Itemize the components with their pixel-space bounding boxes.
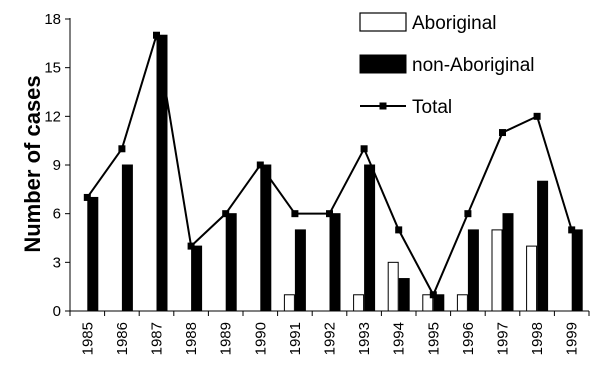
x-tick-label: 1992 bbox=[322, 322, 339, 355]
total-point bbox=[464, 210, 472, 218]
bar-non-aboriginal bbox=[398, 278, 410, 312]
bar-non-aboriginal bbox=[537, 180, 549, 312]
bar-aboriginal bbox=[387, 261, 399, 312]
total-point bbox=[291, 210, 299, 218]
legend-swatch-non-aboriginal bbox=[359, 54, 407, 74]
total-point bbox=[222, 210, 230, 218]
legend-label: non-Aboriginal bbox=[412, 55, 535, 76]
y-tick-label: 9 bbox=[53, 157, 61, 174]
legend-label: Total bbox=[412, 97, 452, 118]
bar-non-aboriginal bbox=[191, 245, 203, 312]
bar-non-aboriginal bbox=[225, 213, 237, 312]
total-point bbox=[326, 210, 333, 218]
total-point bbox=[429, 291, 437, 299]
legend: Aboriginal non-Aboriginal Total bbox=[359, 12, 535, 118]
x-tick-label: 1990 bbox=[252, 322, 269, 355]
bar-aboriginal bbox=[283, 294, 295, 312]
x-tick-label: 1986 bbox=[114, 322, 131, 355]
bar-non-aboriginal bbox=[121, 164, 133, 312]
plot-area bbox=[83, 31, 583, 312]
x-tick-label: 1991 bbox=[287, 322, 304, 355]
x-tick-label: 1997 bbox=[495, 322, 512, 355]
y-tick-label: 3 bbox=[53, 254, 61, 271]
y-axis: 0 3 6 9 12 15 18 bbox=[44, 11, 71, 320]
bar-non-aboriginal bbox=[260, 164, 272, 312]
bar-non-aboriginal bbox=[87, 196, 99, 312]
total-point bbox=[118, 145, 126, 153]
x-tick-label: 1998 bbox=[529, 322, 546, 355]
y-axis-label: Number of cases bbox=[20, 75, 45, 252]
total-point bbox=[187, 242, 195, 250]
x-tick-label: 1996 bbox=[460, 322, 477, 355]
total-point bbox=[153, 31, 160, 39]
x-tick-label: 1999 bbox=[564, 322, 581, 355]
total-point bbox=[533, 112, 541, 120]
total-point bbox=[83, 193, 91, 201]
bar-non-aboriginal bbox=[467, 229, 479, 312]
total-point bbox=[360, 145, 368, 153]
bar-aboriginal bbox=[456, 294, 468, 312]
legend-marker-total bbox=[379, 102, 387, 110]
bar-aboriginal bbox=[526, 245, 538, 312]
bar-non-aboriginal bbox=[364, 164, 376, 312]
x-tick-label: 1988 bbox=[183, 322, 200, 355]
x-tick-label: 1994 bbox=[391, 322, 408, 355]
x-tick-label: 1989 bbox=[218, 322, 235, 355]
bar-aboriginal bbox=[353, 294, 365, 312]
bar-aboriginal bbox=[491, 229, 503, 312]
x-tick-label: 1993 bbox=[356, 322, 373, 355]
total-point bbox=[256, 161, 264, 169]
x-tick-label: 1985 bbox=[79, 322, 96, 355]
x-tick-label: 1987 bbox=[149, 322, 166, 355]
y-tick-label: 15 bbox=[44, 60, 61, 77]
y-tick-label: 18 bbox=[44, 11, 61, 28]
y-tick-label: 12 bbox=[44, 108, 61, 125]
y-tick-label: 6 bbox=[53, 206, 61, 223]
total-point bbox=[499, 129, 506, 137]
bar-non-aboriginal bbox=[571, 229, 583, 312]
total-point bbox=[395, 226, 403, 234]
x-axis: 1985 1986 1987 1988 1989 1990 1991 1992 1993 1994… bbox=[69, 310, 590, 355]
x-tick-label: 1995 bbox=[425, 322, 442, 355]
bar-non-aboriginal bbox=[329, 213, 341, 312]
bar-non-aboriginal bbox=[294, 229, 306, 312]
legend-swatch-aboriginal bbox=[359, 12, 407, 32]
bar-non-aboriginal bbox=[502, 213, 514, 312]
y-tick-label: 0 bbox=[53, 303, 61, 320]
legend-label: Aboriginal bbox=[412, 13, 497, 34]
total-point bbox=[568, 226, 576, 234]
bar-non-aboriginal bbox=[156, 34, 168, 312]
